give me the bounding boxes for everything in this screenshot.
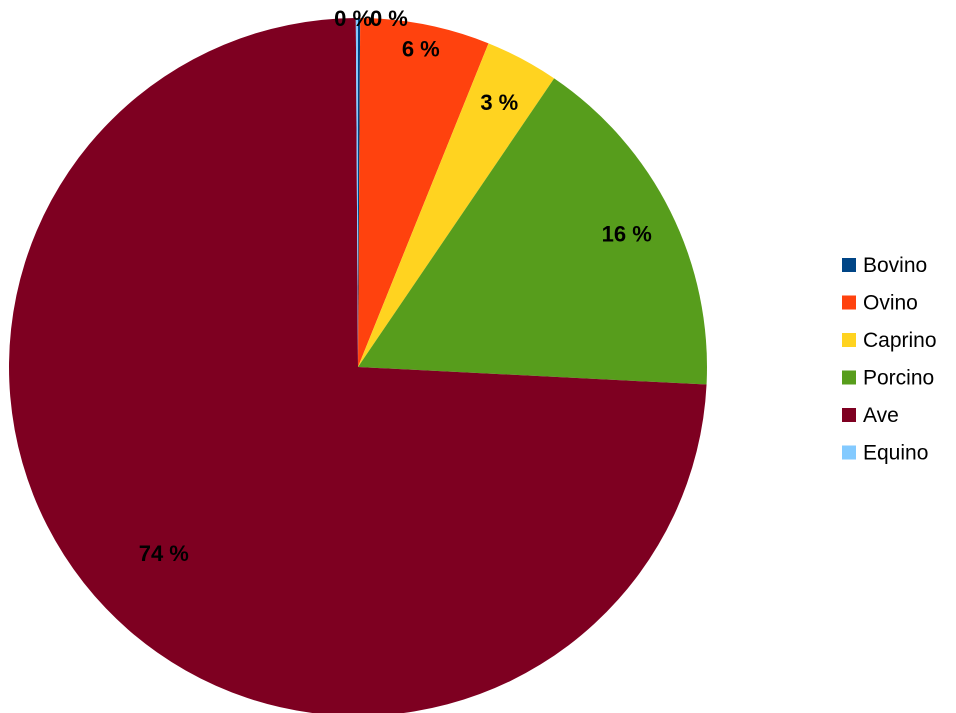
data-label-caprino: 3 %	[480, 90, 518, 115]
pie-slice-equino	[355, 18, 358, 367]
pie-slices	[9, 18, 708, 713]
legend-label-bovino: Bovino	[863, 254, 927, 277]
legend-swatch-ovino	[842, 295, 856, 310]
legend-swatch-ave	[842, 408, 856, 422]
legend-swatch-bovino	[842, 258, 856, 272]
legend-label-porcino: Porcino	[863, 367, 934, 390]
data-label-ave: 74 %	[139, 541, 189, 566]
legend-label-ovino: Ovino	[863, 292, 918, 315]
legend-label-caprino: Caprino	[863, 329, 937, 352]
legend: Bovino Ovino Caprino Porcino Ave Equino	[842, 254, 937, 465]
data-label-bovino: 0 %	[334, 6, 372, 31]
data-label-porcino: 16 %	[602, 221, 652, 246]
legend-swatch-porcino	[842, 370, 856, 385]
legend-label-equino: Equino	[863, 442, 928, 465]
pie-slice-bovino	[358, 18, 361, 367]
data-label-ovino: 6 %	[402, 37, 440, 62]
legend-swatch-equino	[842, 445, 856, 460]
pie-slice-caprino	[358, 43, 555, 367]
data-label-equino: 0 %	[370, 6, 408, 31]
pie-slice-ovino	[358, 18, 489, 367]
pie-slice-ave	[9, 18, 707, 713]
legend-label-ave: Ave	[863, 404, 899, 427]
data-labels: 0 % 6 % 3 % 16 % 74 % 0 %	[139, 6, 652, 566]
legend-swatch-caprino	[842, 333, 856, 347]
pie-slice-porcino	[358, 78, 708, 385]
